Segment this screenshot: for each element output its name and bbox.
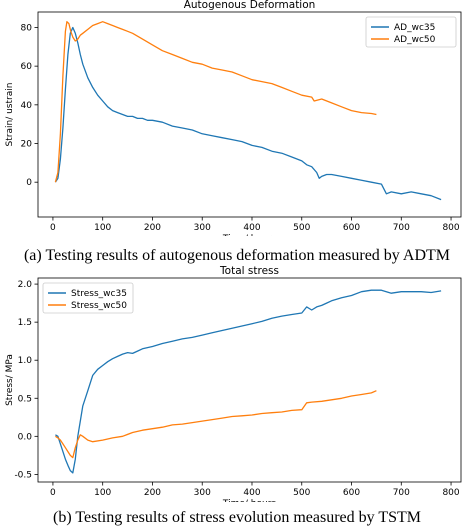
x-tick-label: 400 <box>243 223 260 233</box>
caption-a: (a) Testing results of autogenous deform… <box>23 247 451 264</box>
chart-total-stress: Total stress 0 100 200 300 400 500 600 700 800 -0.… <box>5 266 462 502</box>
legend-label: AD_wc50 <box>394 35 436 45</box>
x-tick-label: 0 <box>50 488 56 498</box>
series-line-AD_wc35 <box>54 26 442 201</box>
y-tick-label: 0 <box>26 178 32 188</box>
series-line-Stress_wc35 <box>55 289 442 474</box>
x-tick-label: 600 <box>343 223 360 233</box>
y-tick-label: 60 <box>21 62 33 72</box>
y-axis-label: Strain/ ustrain <box>5 83 15 147</box>
x-tick-label: 200 <box>144 488 161 498</box>
x-tick-label: 400 <box>243 488 260 498</box>
x-axis-label: Time/ hours <box>222 499 277 502</box>
legend-label: Stress_wc35 <box>71 289 127 299</box>
x-tick-label: 500 <box>293 488 310 498</box>
x-tick-label: 700 <box>393 488 410 498</box>
y-tick-label: 2.0 <box>18 280 33 290</box>
x-tick-label: 800 <box>442 488 459 498</box>
y-axis-label: Stress/ MPa <box>5 354 15 406</box>
legend-label: AD_wc35 <box>394 23 435 33</box>
x-tick-label: 200 <box>144 223 161 233</box>
x-tick-label: 500 <box>293 223 310 233</box>
x-tick-label: 800 <box>442 223 459 233</box>
caption-b: (b) Testing results of stress evolution … <box>52 509 422 526</box>
y-tick-label: -0.5 <box>14 470 32 480</box>
y-tick-label: 80 <box>21 23 33 33</box>
x-tick-label: 100 <box>94 488 111 498</box>
series-line-Stress_wc50 <box>55 390 377 459</box>
x-tick-label: 600 <box>343 488 360 498</box>
chart-title: Total stress <box>219 266 279 277</box>
y-tick-label: 20 <box>21 140 33 150</box>
x-tick-label: 100 <box>94 223 111 233</box>
x-tick-label: 300 <box>194 223 211 233</box>
series-line-AD_wc50 <box>54 21 377 183</box>
y-tick-label: 0.0 <box>18 432 33 442</box>
plot-frame <box>37 277 462 483</box>
x-tick-label: 300 <box>194 488 211 498</box>
y-tick-label: 1.5 <box>18 318 32 328</box>
y-tick-label: 1.0 <box>18 356 33 366</box>
y-tick-label: 0.5 <box>18 394 32 404</box>
y-tick-label: 40 <box>21 101 33 111</box>
x-axis-label: Time/ hours <box>222 234 277 236</box>
chart-title: Autogenous Deformation <box>184 0 316 11</box>
legend-label: Stress_wc50 <box>71 301 127 311</box>
x-tick-label: 700 <box>393 223 410 233</box>
x-tick-label: 0 <box>50 223 56 233</box>
plot-frame <box>37 11 462 218</box>
